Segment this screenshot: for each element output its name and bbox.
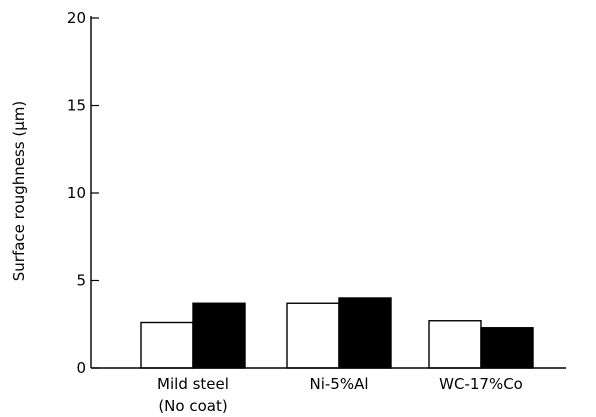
x-axis-labels: Mild steel (No coat) Ni-5%Al WC-17%Co — [157, 375, 523, 415]
x-category-label: (No coat) — [158, 397, 227, 415]
bar — [480, 327, 534, 369]
x-category-label: Mild steel — [157, 375, 229, 393]
x-category-label: WC-17%Co — [439, 375, 523, 393]
bars-layer — [140, 297, 534, 369]
bar — [428, 320, 482, 369]
bar — [286, 302, 340, 369]
y-tick-label: 10 — [67, 184, 86, 202]
y-axis-title: Surface roughness (μm) — [10, 101, 28, 281]
y-tick-label: 15 — [67, 97, 86, 115]
bar — [338, 297, 392, 369]
y-tick-label: 5 — [76, 272, 86, 290]
x-category-label: Ni-5%Al — [309, 375, 368, 393]
bar — [192, 302, 246, 369]
y-axis-ticks: 0 5 10 15 20 — [67, 9, 99, 377]
bar — [140, 321, 194, 369]
y-tick-label: 0 — [76, 359, 86, 377]
y-tick-label: 20 — [67, 9, 86, 27]
